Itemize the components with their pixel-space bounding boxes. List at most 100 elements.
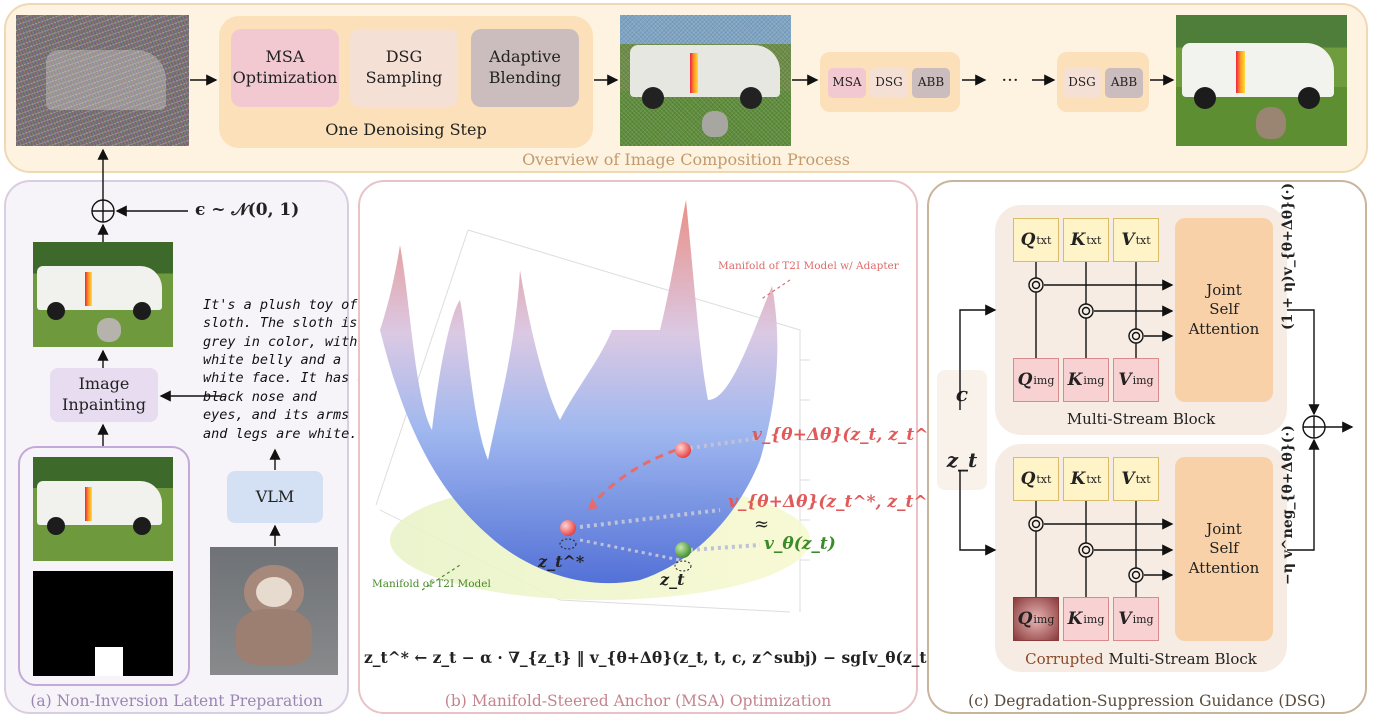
adaptive-blending-label: Adaptive Blending [488, 47, 562, 87]
vlm-box: VLM [227, 471, 323, 523]
subject-point [675, 442, 691, 458]
k-img-label-2: K [1067, 609, 1083, 629]
q-img-label-2: Q [1017, 609, 1033, 629]
mini-abb2-box: ABB [1105, 68, 1143, 98]
q-txt-sub: txt [1036, 233, 1052, 247]
mini-dsg-label: DSG [875, 75, 903, 90]
k-txt-sub-2: txt [1086, 472, 1102, 486]
mini-msa-box: MSA [828, 68, 866, 98]
image-inpainting-label: Image Inpainting [62, 374, 146, 414]
msa-update-equation: z_t^* ← z_t − α · ∇_{z_t} ‖ v_{θ+Δθ}(z_t… [364, 648, 1007, 667]
v-img-label: V [1118, 370, 1132, 390]
q-txt-label-2: Q [1020, 469, 1036, 489]
mini-abb-label: ABB [917, 75, 945, 90]
k-txt-label-2: K [1070, 469, 1086, 489]
mini-dsg2-box: DSG [1063, 68, 1101, 98]
plot-grid [375, 229, 810, 613]
one-denoising-step-label: One Denoising Step [325, 120, 487, 139]
latent-input: z_t [946, 448, 978, 472]
dsg-sampling-label: DSG Sampling [365, 47, 443, 87]
vlm-label: VLM [255, 486, 295, 506]
k-txt-sub: txt [1086, 233, 1102, 247]
k-img-sub-2: img [1083, 612, 1105, 626]
q-txt-sub-2: txt [1036, 472, 1052, 486]
background-image [33, 457, 173, 561]
mini-dsg2-label: DSG [1068, 75, 1096, 90]
joint-attention-box: Joint Self Attention [1175, 218, 1273, 402]
adapter-manifold-label: Manifold of T2I Model w/ Adapter [718, 260, 899, 272]
anchor-point [560, 520, 576, 536]
corrupted-block-label: Corrupted Multi-Stream Block [995, 650, 1287, 668]
v-img-label-2: V [1118, 609, 1132, 629]
base-latent-label: z_t [660, 570, 685, 589]
mini-abb2-label: ABB [1110, 75, 1138, 90]
msa-optimization-label: MSA Optimization [232, 47, 338, 87]
partially-denoised-image [620, 15, 791, 146]
q-img-sub: img [1033, 373, 1055, 387]
v-txt-sub-2: txt [1135, 472, 1151, 486]
base-point [675, 542, 691, 558]
velocity-subject-label: v_{θ+Δθ}(z_t, z_t^subj) [752, 425, 977, 445]
q-img-sub-2: img [1033, 612, 1055, 626]
k-txt-label: K [1070, 230, 1086, 250]
msa-optimization-box: MSA Optimization [231, 29, 339, 107]
k-img-sub: img [1083, 373, 1105, 387]
velocity-anchor-label: v_{θ+Δθ}(z_t^*, z_t^subj) [728, 492, 976, 512]
q-txt-label: Q [1020, 230, 1036, 250]
mini-dsg-box: DSG [870, 68, 908, 98]
panel-b-caption: (b) Manifold-Steered Anchor (MSA) Optimi… [444, 692, 832, 710]
mini-abb-box: ABB [912, 68, 950, 98]
joint-attention-label-2: Joint Self Attention [1188, 519, 1260, 577]
mask-image [33, 571, 173, 676]
approx-sign: ≈ [754, 514, 770, 535]
multi-stream-block-label: Multi-Stream Block [1066, 410, 1216, 428]
condition-input: c [955, 382, 969, 406]
overview-caption: Overview of Image Composition Process [522, 150, 850, 169]
velocity-base-label: v_θ(z_t) [764, 534, 836, 554]
adaptive-blending-box: Adaptive Blending [471, 29, 579, 107]
ellipsis: ··· [1001, 70, 1019, 91]
anchor-latent-label: z_t^* [538, 552, 585, 571]
mini-msa-label: MSA [832, 75, 862, 90]
final-composed-image [1176, 15, 1347, 146]
v-txt-label: V [1121, 230, 1135, 250]
q-img-label: Q [1017, 370, 1033, 390]
velocity-anchor-text: v_{θ+Δθ}(z_t^*, z_t^subj) [728, 492, 976, 512]
noise-equation: ϵ ~ 𝒩(0, 1) [195, 200, 300, 220]
v-txt-sub: txt [1135, 233, 1151, 247]
v-img-sub: img [1132, 373, 1154, 387]
subject-image [210, 547, 338, 675]
velocity-subject-text: v_{θ+Δθ}(z_t, z_t^subj) [752, 425, 977, 445]
corrupted-block-rest: Multi-Stream Block [1103, 650, 1257, 668]
k-img-label: K [1067, 370, 1083, 390]
input-column [937, 370, 987, 490]
joint-attention-box-2: Joint Self Attention [1175, 457, 1273, 641]
panel-a-caption: (a) Non-Inversion Latent Preparation [30, 692, 323, 710]
noise-latent-image [16, 15, 189, 146]
dsg-sampling-box: DSG Sampling [350, 29, 458, 107]
joint-attention-label: Joint Self Attention [1188, 280, 1260, 338]
corrupted-word: Corrupted [1025, 650, 1104, 668]
panel-c-caption: (c) Degradation-Suppression Guidance (DS… [968, 692, 1326, 710]
image-inpainting-box: Image Inpainting [50, 368, 158, 422]
vlm-description: It's a plush toy of a sloth. The sloth i… [203, 297, 374, 442]
inpainted-image [33, 242, 173, 347]
inputs-group [18, 446, 190, 686]
v-img-sub-2: img [1132, 612, 1154, 626]
t2i-manifold-label: Manifold of T2I Model [372, 578, 491, 590]
v-txt-label-2: V [1121, 469, 1135, 489]
